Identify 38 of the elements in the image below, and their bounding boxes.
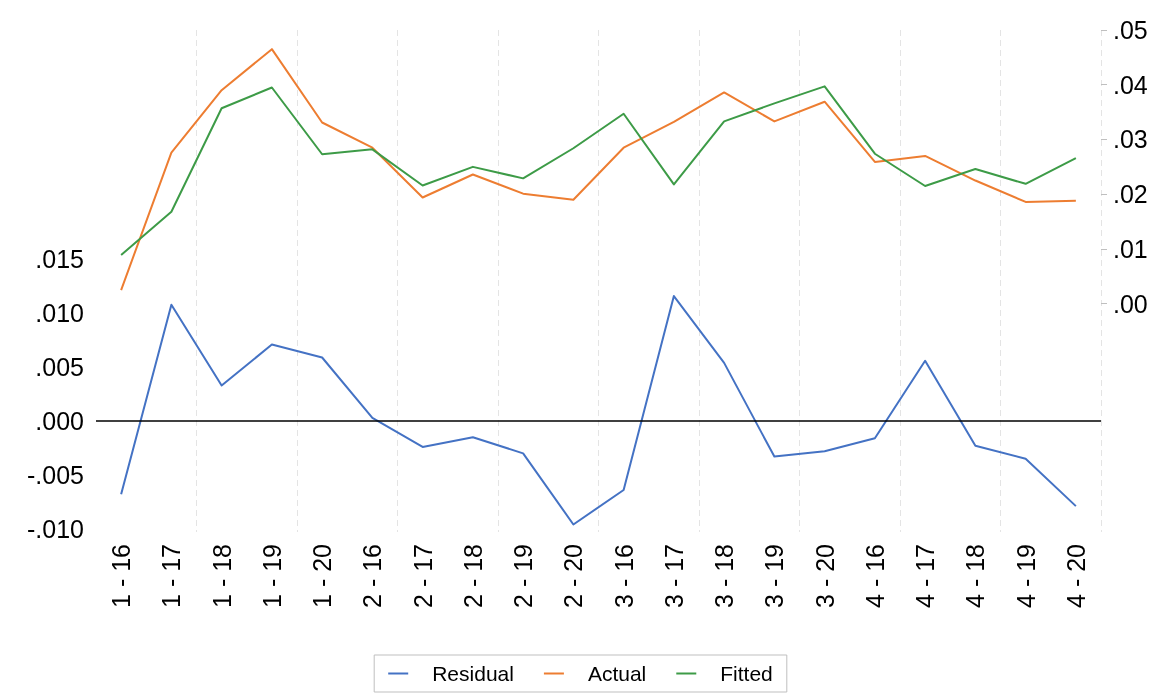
x-tick-label: 4 - 17 (911, 544, 940, 608)
x-tick-label: 2 - 18 (458, 544, 487, 608)
line-series (120, 85, 1077, 256)
legend-label: Actual (587, 662, 647, 685)
x-tick-label: 3 - 16 (609, 544, 638, 608)
x-tick-label: 3 - 19 (760, 544, 789, 608)
y-tick-label: .015 (35, 245, 84, 274)
x-tick-label: 4 - 19 (1011, 544, 1040, 608)
x-tick-label: 3 - 17 (659, 544, 688, 608)
x-tick-label: 4 - 16 (860, 544, 889, 608)
x-tick-label: 2 - 20 (559, 544, 588, 608)
line-series (120, 295, 1077, 526)
y2-tick-label: .04 (1113, 70, 1148, 99)
y-tick-label: .000 (35, 407, 84, 436)
y-tick-label: -.010 (27, 514, 84, 543)
x-tick-label: 2 - 16 (358, 544, 387, 608)
x-tick-label: 1 - 20 (308, 544, 337, 608)
y2-tick-label: .05 (1113, 16, 1148, 44)
y2-tick-label: .03 (1113, 125, 1148, 154)
x-tick-label: 3 - 20 (810, 544, 839, 608)
y-tick-label: .005 (35, 353, 84, 382)
x-tick-label: 1 - 17 (157, 544, 186, 608)
x-tick-label: 4 - 20 (1061, 544, 1090, 608)
y2-tick-label: .01 (1113, 234, 1148, 263)
legend-label: Fitted (720, 662, 773, 685)
legend-label: Residual (432, 662, 514, 685)
y-tick-label: -.005 (27, 460, 84, 489)
y2-tick-label: .00 (1113, 289, 1148, 318)
x-tick-label: 1 - 18 (207, 544, 236, 608)
x-tick-label: 2 - 17 (408, 544, 437, 608)
x-tick-label: 4 - 18 (961, 544, 990, 608)
x-tick-label: 1 - 16 (107, 544, 136, 608)
x-tick-label: 1 - 19 (257, 544, 286, 608)
line-series (120, 48, 1077, 292)
y2-tick-label: .02 (1113, 180, 1148, 209)
x-tick-label: 3 - 18 (710, 544, 739, 608)
x-tick-label: 2 - 19 (509, 544, 538, 608)
y-tick-label: .010 (35, 299, 84, 328)
